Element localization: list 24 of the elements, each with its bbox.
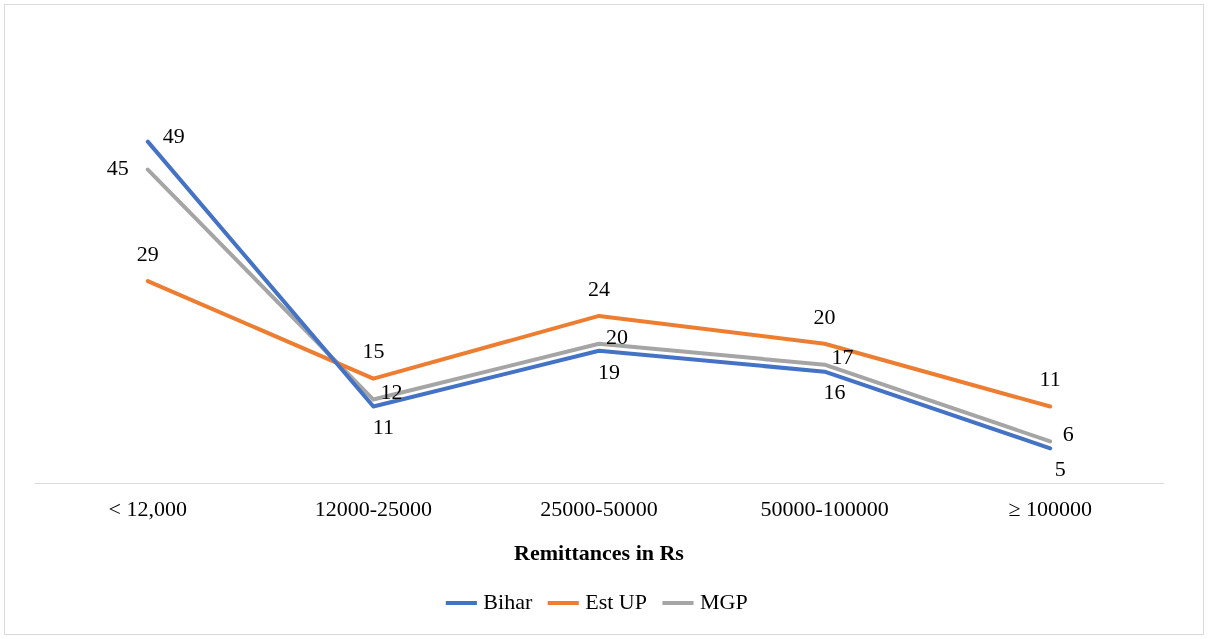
data-label: 16 [823, 379, 846, 405]
data-label: 12 [380, 379, 403, 405]
data-label: 20 [813, 303, 836, 329]
x-tick-label: 25000-50000 [540, 496, 658, 522]
legend-label: MGP [699, 588, 748, 614]
data-label: 49 [162, 123, 185, 149]
data-label: 17 [831, 344, 854, 370]
data-label: 5 [1054, 456, 1066, 482]
x-tick-label: 12000-25000 [314, 496, 433, 522]
data-label: 29 [136, 240, 159, 266]
data-label: 6 [1062, 421, 1074, 447]
data-label: 24 [588, 275, 610, 301]
x-tick-label: ≥ 100000 [1008, 496, 1092, 522]
data-label: 20 [606, 323, 628, 349]
legend-label: Bihar [483, 588, 533, 614]
data-label: 19 [598, 358, 620, 384]
data-label: 45 [106, 155, 129, 181]
data-label: 11 [372, 414, 394, 440]
data-label: 15 [362, 338, 385, 364]
data-label: 11 [1039, 366, 1061, 392]
legend-label: Est UP [585, 588, 647, 614]
x-tick-label: < 12,000 [108, 496, 188, 522]
x-tick-label: 50000-100000 [760, 496, 889, 522]
x-axis-title: Remittances in Rs [514, 540, 685, 566]
